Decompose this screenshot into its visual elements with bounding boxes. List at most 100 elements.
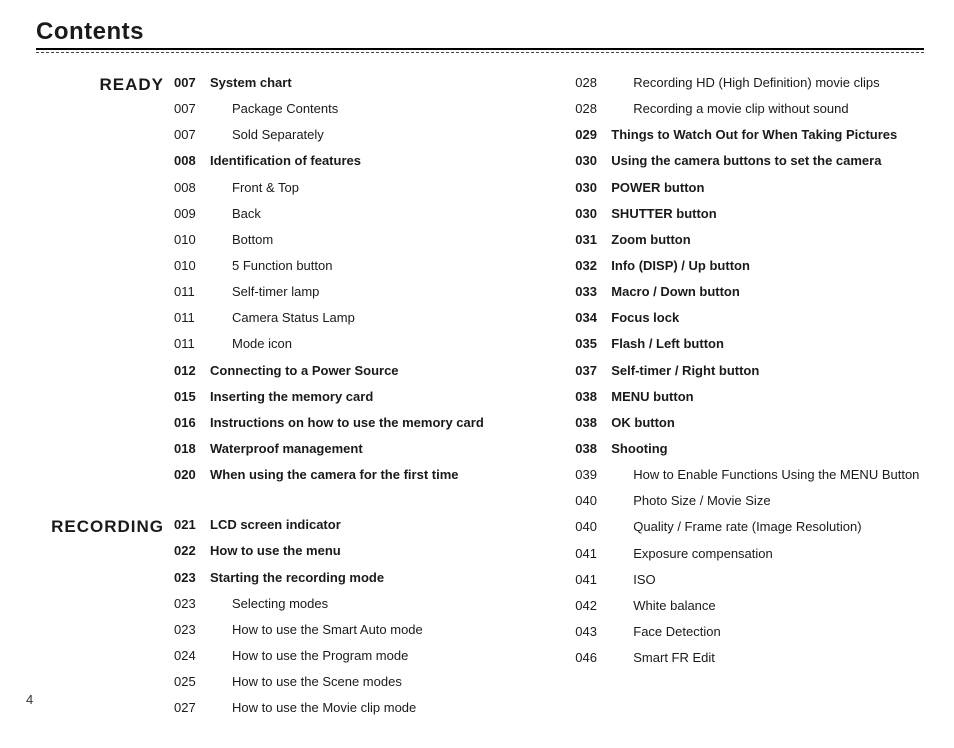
toc-entry: 032Info (DISP) / Up button (575, 256, 924, 276)
toc-entry-text: Sold Separately (210, 125, 533, 145)
toc-page-number: 011 (174, 308, 210, 328)
toc-page-number: 033 (575, 282, 611, 302)
toc-page-number: 023 (174, 594, 210, 614)
toc-entry-text: LCD screen indicator (210, 515, 533, 535)
toc-entry: 043Face Detection (575, 622, 924, 642)
toc-page-number: 027 (174, 698, 210, 718)
toc-entry-text: Quality / Frame rate (Image Resolution) (611, 517, 924, 537)
toc-page-number: 007 (174, 73, 210, 93)
toc-entry-text: POWER button (611, 178, 924, 198)
toc-entry-text: How to use the Scene modes (210, 672, 533, 692)
toc-page-number: 038 (575, 387, 611, 407)
toc-entry: 007System chart (174, 73, 533, 93)
toc-entry: 042White balance (575, 596, 924, 616)
toc-entry: 011Mode icon (174, 334, 533, 354)
toc-entry: 023Starting the recording mode (174, 568, 533, 588)
toc-page-number: 028 (575, 73, 611, 93)
toc-entry: 040Quality / Frame rate (Image Resolutio… (575, 517, 924, 537)
toc-entry: 028Recording a movie clip without sound (575, 99, 924, 119)
toc-entry: 034Focus lock (575, 308, 924, 328)
toc-page-number: 008 (174, 178, 210, 198)
toc-page-number: 011 (174, 282, 210, 302)
toc-page-number: 015 (174, 387, 210, 407)
toc-entry: 008Identification of features (174, 151, 533, 171)
toc-entry: 008Front & Top (174, 178, 533, 198)
toc-entry-text: Zoom button (611, 230, 924, 250)
toc-entry-text: Waterproof management (210, 439, 533, 459)
toc-entry: 041Exposure compensation (575, 544, 924, 564)
toc-entry-text: Bottom (210, 230, 533, 250)
toc-entry: 041ISO (575, 570, 924, 590)
columns: READY 007System chart007Package Contents… (36, 73, 924, 748)
toc-entry: 033Macro / Down button (575, 282, 924, 302)
toc-entry-text: Self-timer lamp (210, 282, 533, 302)
toc-entry-text: Using the camera buttons to set the came… (611, 151, 924, 171)
toc-entry: 011Camera Status Lamp (174, 308, 533, 328)
toc-entry: 021LCD screen indicator (174, 515, 533, 535)
toc-entry-text: Recording HD (High Definition) movie cli… (611, 73, 924, 93)
toc-page-number: 038 (575, 439, 611, 459)
toc-page-number: 037 (575, 361, 611, 381)
toc-page-number: 024 (174, 646, 210, 666)
toc-entry: 009Back (174, 204, 533, 224)
toc-entry: 007Sold Separately (174, 125, 533, 145)
toc-entry: 012Connecting to a Power Source (174, 361, 533, 381)
toc-entry-text: Macro / Down button (611, 282, 924, 302)
title-rule-dashed (36, 52, 924, 53)
page-number: 4 (26, 692, 33, 707)
contents-page: Contents READY 007System chart007Package… (0, 0, 954, 748)
toc-entry: 029Things to Watch Out for When Taking P… (575, 125, 924, 145)
toc-page-number: 007 (174, 99, 210, 119)
toc-entry: 030Using the camera buttons to set the c… (575, 151, 924, 171)
toc-entry-text: Camera Status Lamp (210, 308, 533, 328)
toc-page-number: 038 (575, 413, 611, 433)
toc-entry-text: How to use the menu (210, 541, 533, 561)
toc-page-number: 041 (575, 544, 611, 564)
toc-entry-text: Identification of features (210, 151, 533, 171)
toc-page-number: 040 (575, 491, 611, 511)
title-rule-solid (36, 48, 924, 50)
right-column: 028Recording HD (High Definition) movie … (565, 73, 924, 748)
toc-entry-text: How to use the Movie clip mode (210, 698, 533, 718)
toc-page-number: 010 (174, 230, 210, 250)
toc-page-number: 030 (575, 204, 611, 224)
recording-entries: 021LCD screen indicator022How to use the… (164, 515, 533, 724)
toc-page-number: 034 (575, 308, 611, 328)
toc-page-number: 039 (575, 465, 611, 485)
toc-entry: 038MENU button (575, 387, 924, 407)
toc-entry: 007Package Contents (174, 99, 533, 119)
toc-entry-text: Back (210, 204, 533, 224)
toc-entry: 018Waterproof management (174, 439, 533, 459)
toc-entry-text: When using the camera for the first time (210, 465, 533, 485)
toc-page-number: 023 (174, 568, 210, 588)
toc-entry: 015Inserting the memory card (174, 387, 533, 407)
toc-entry: 027How to use the Movie clip mode (174, 698, 533, 718)
toc-page-number: 022 (174, 541, 210, 561)
toc-entry: 037Self-timer / Right button (575, 361, 924, 381)
toc-entry: 031Zoom button (575, 230, 924, 250)
toc-page-number: 021 (174, 515, 210, 535)
toc-entry-text: Exposure compensation (611, 544, 924, 564)
toc-entry: 028Recording HD (High Definition) movie … (575, 73, 924, 93)
toc-page-number: 028 (575, 99, 611, 119)
toc-page-number: 011 (174, 334, 210, 354)
toc-entry-text: OK button (611, 413, 924, 433)
toc-page-number: 031 (575, 230, 611, 250)
left-column: READY 007System chart007Package Contents… (36, 73, 533, 748)
toc-page-number: 029 (575, 125, 611, 145)
toc-page-number: 032 (575, 256, 611, 276)
toc-entry: 040Photo Size / Movie Size (575, 491, 924, 511)
toc-entry: 023Selecting modes (174, 594, 533, 614)
toc-entry-text: Things to Watch Out for When Taking Pict… (611, 125, 924, 145)
toc-entry-text: Mode icon (210, 334, 533, 354)
toc-entry-text: System chart (210, 73, 533, 93)
toc-entry-text: Front & Top (210, 178, 533, 198)
toc-entry-text: Photo Size / Movie Size (611, 491, 924, 511)
section-label-recording: RECORDING (36, 515, 164, 724)
toc-entry: 039How to Enable Functions Using the MEN… (575, 465, 924, 485)
toc-entry-text: Inserting the memory card (210, 387, 533, 407)
toc-entry: 011Self-timer lamp (174, 282, 533, 302)
toc-entry: 016Instructions on how to use the memory… (174, 413, 533, 433)
toc-page-number: 008 (174, 151, 210, 171)
section-recording: RECORDING 021LCD screen indicator022How … (36, 515, 533, 724)
